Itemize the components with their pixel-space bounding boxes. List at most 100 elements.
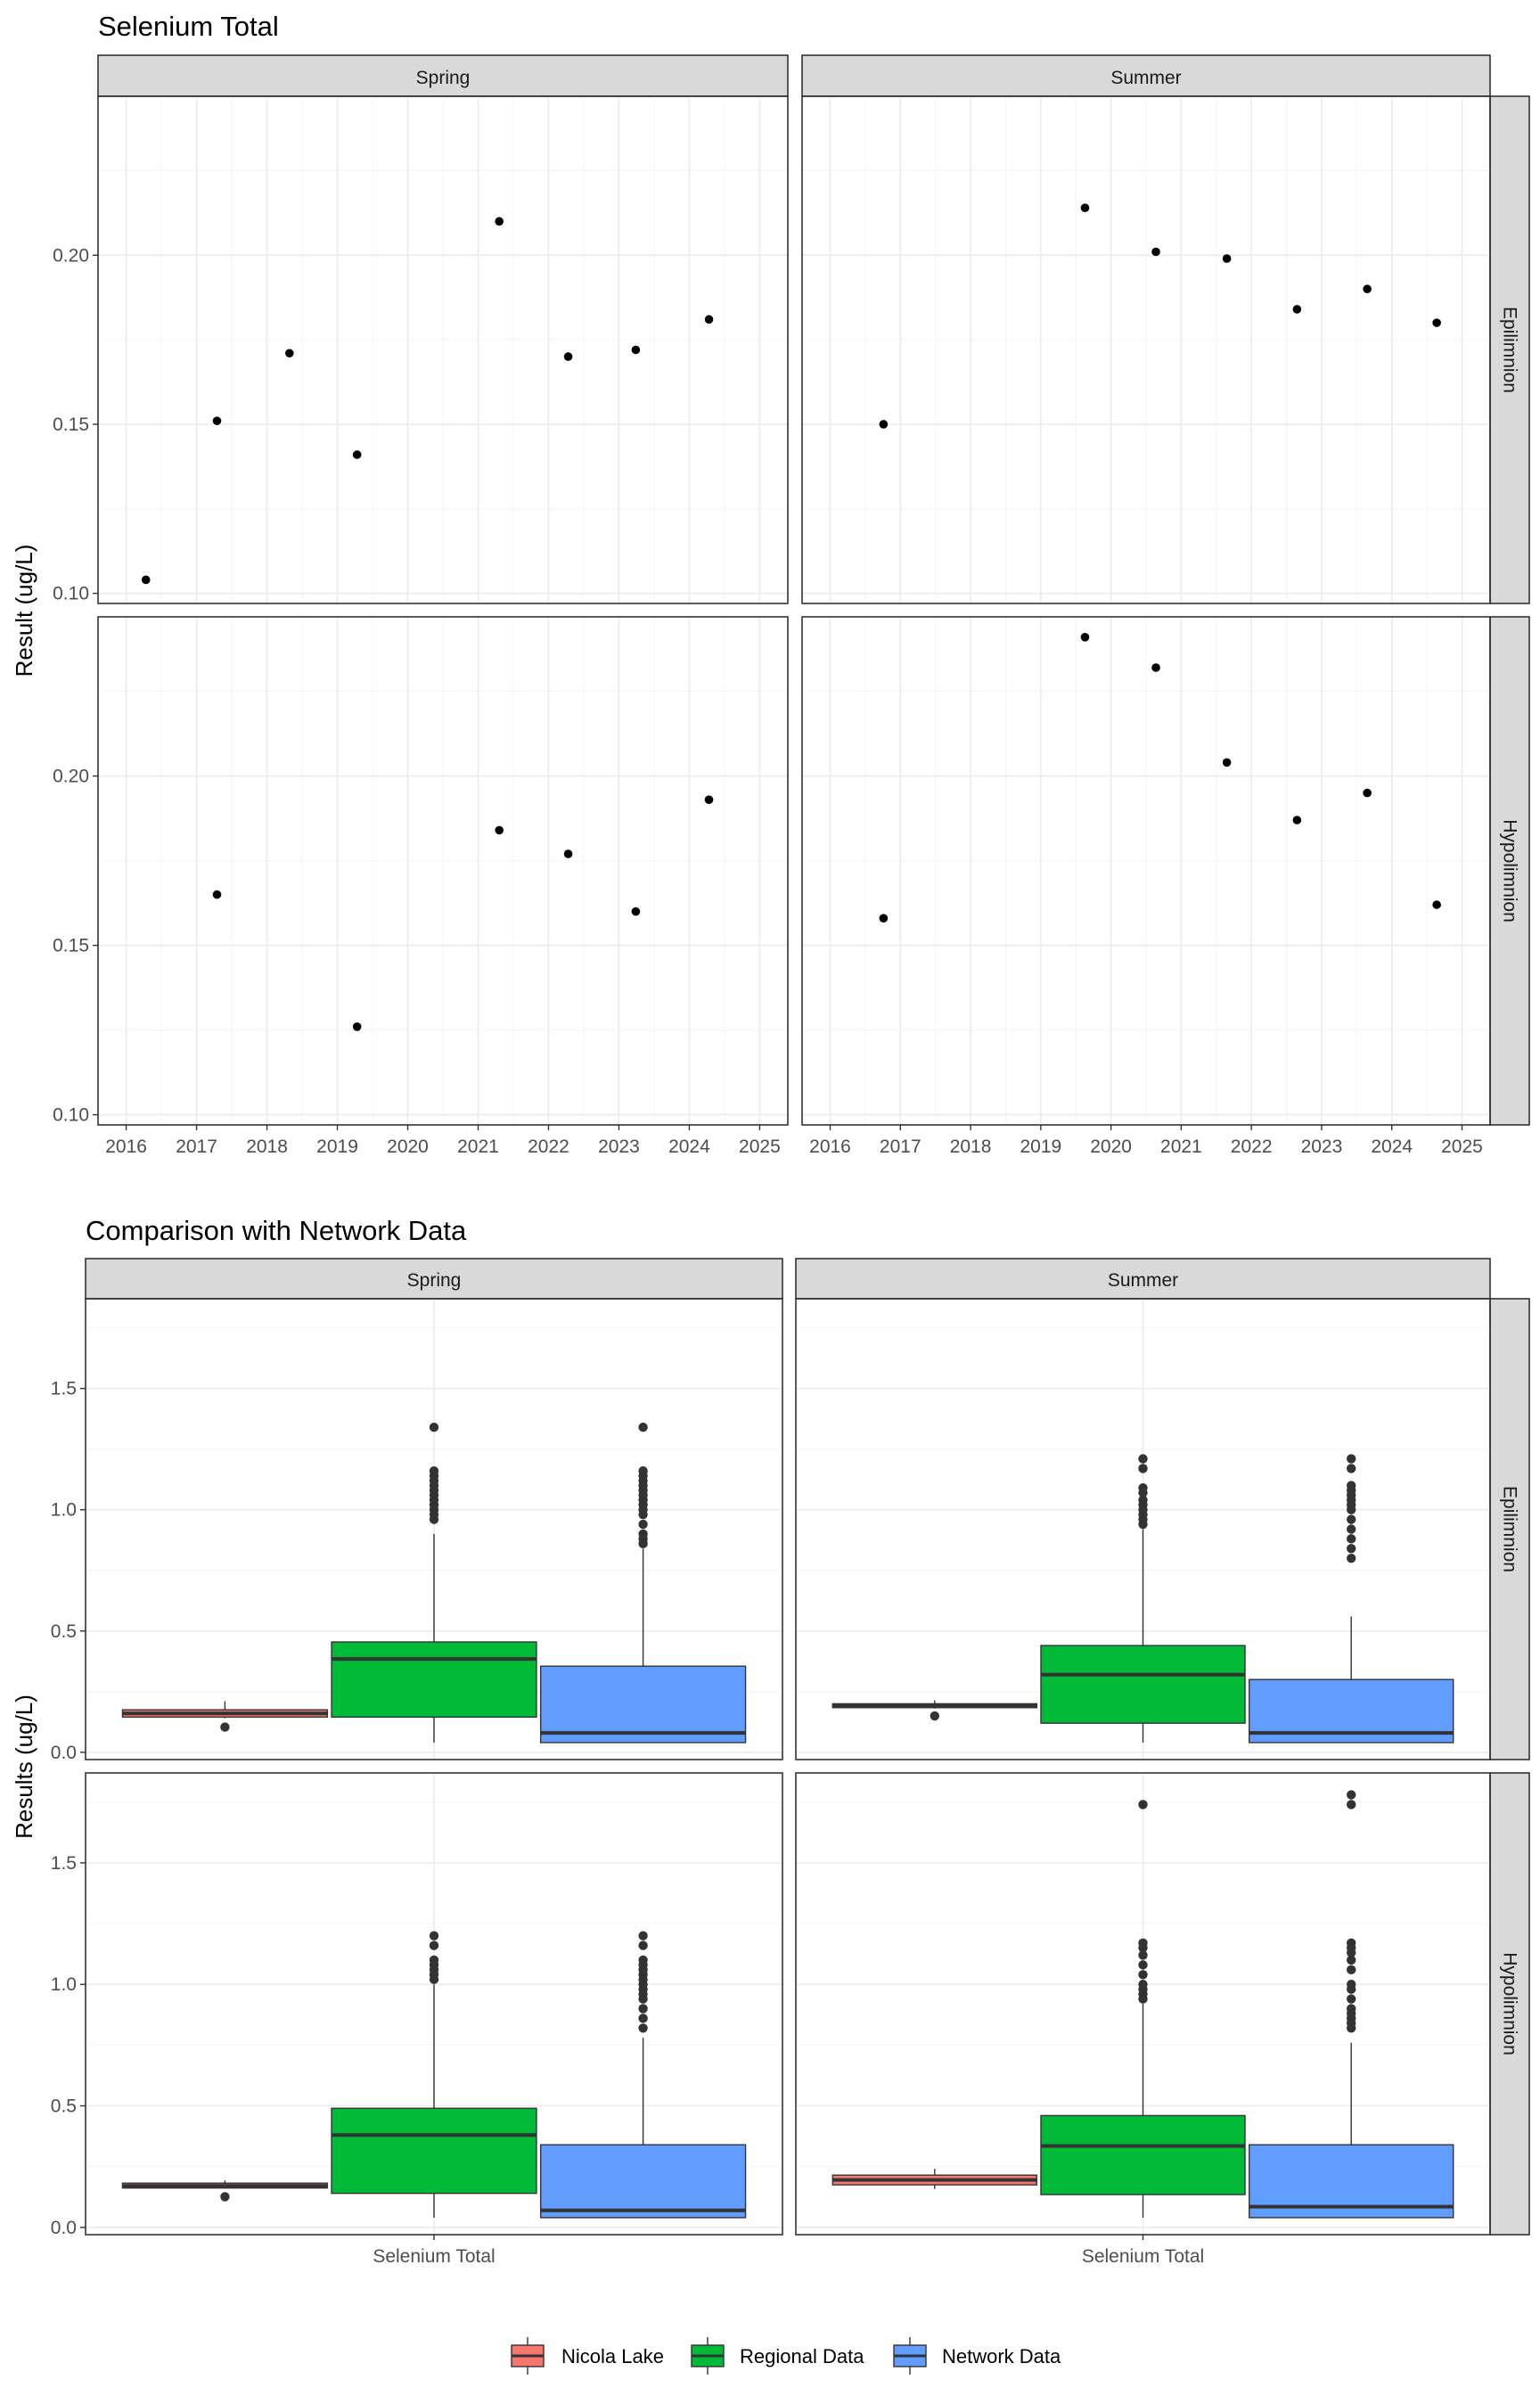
y-tick-label: 0.5 [51,1621,77,1642]
box-body [1040,1645,1246,1724]
data-point [1363,284,1372,294]
data-point [1222,254,1232,263]
x-tick-label: 2025 [739,1136,781,1157]
data-point [1432,900,1441,909]
panel-border [795,1298,1491,1760]
network-comparison-chart: Comparison with Network Data Spring Summe… [11,1215,1530,2375]
outlier-point [429,1955,439,1965]
data-point [1292,305,1302,314]
legend-label-network-data: Network Data [942,2345,1061,2367]
box-body [331,2107,537,2195]
x-tick-label: 2020 [1090,1136,1132,1157]
data-point [212,416,222,425]
facet-strip-label-spring: Spring [407,1270,462,1291]
legend: Nicola Lake Regional Data Network Data [511,2337,1061,2375]
box-body [539,1665,747,1744]
y-tick-label: 0.15 [53,936,89,956]
facet-strip-summer [801,54,1491,97]
data-point [352,450,362,459]
outlier-point [1347,1544,1356,1554]
outlier-point [1138,1800,1148,1809]
box-network-data [539,1423,747,1744]
data-point [1151,663,1160,672]
outlier-point [1138,1960,1148,1970]
outlier-point [638,1955,648,1965]
box-body [1040,2114,1246,2195]
facet-strip-label-summer: Summer [1110,68,1181,88]
outlier-point [1347,1534,1356,1544]
panel-spring-hypolimnion [85,1772,783,2236]
data-point [1432,318,1441,327]
outlier-point [220,1722,230,1732]
outlier-point [429,1931,439,1941]
panel-spring-hypolimnion [97,616,789,1126]
box-nicola-lake [831,2169,1038,2189]
y-axis-title: Result (ug/L) [11,545,37,677]
outlier-point [1138,1454,1148,1464]
data-point [631,907,641,916]
outlier-point [220,2192,230,2202]
panel-border [85,1298,783,1760]
data-point [495,825,504,835]
outlier-point [1138,1938,1148,1949]
box-regional-data [1040,1800,1246,2218]
y-tick-label: 0.15 [53,414,89,435]
x-tick-label: 2018 [950,1136,992,1157]
box-regional-data [1040,1454,1246,1743]
data-point [1363,788,1372,798]
data-point [1151,247,1160,257]
outlier-point [1347,1481,1356,1490]
outlier-point [1347,1938,1356,1949]
x-tick-label: 2024 [668,1136,710,1157]
data-point [495,217,504,226]
outlier-point [638,1529,648,1539]
x-tick-label: 2023 [598,1136,640,1157]
outlier-point [638,2023,648,2033]
x-tick-label: 2021 [457,1136,499,1157]
outlier-point [1347,1454,1356,1464]
facet-strip-label-hypolimnion: Hypolimnion [1499,819,1520,923]
box-nicola-lake [121,1701,329,1732]
outlier-point [638,1465,648,1476]
selenium-total-chart: Selenium Total Spring Summer Epilimnion Hyp… [11,11,1530,1157]
outlier-point [1347,1955,1356,1965]
y-tick-label: 0.0 [51,1743,77,1763]
data-point [212,890,222,899]
outlier-point [638,2014,648,2023]
panel-summer-epilimnion [801,95,1491,604]
y-tick-label: 1.5 [51,1379,77,1399]
outlier-point [429,1423,439,1432]
x-tick-label: 2025 [1441,1136,1483,1157]
panel-summer-epilimnion [795,1298,1491,1760]
outlier-point [1347,1553,1356,1563]
facet-strip-spring [85,1258,783,1300]
outlier-point [1138,1979,1148,1990]
facet-strip-spring [97,54,789,97]
y-tick-label: 0.20 [53,245,89,266]
y-tick-label: 1.0 [51,1500,77,1521]
box-network-data [1248,1790,1454,2219]
legend-label-regional-data: Regional Data [740,2345,864,2367]
facet-strip-hypolimnion [1489,616,1530,1126]
panel-border [97,95,789,604]
outlier-point [1347,1514,1356,1524]
y-tick-label: 1.5 [51,1853,77,1874]
x-tick-label: 2021 [1160,1136,1202,1157]
x-tick-label: 2022 [1231,1136,1273,1157]
data-point [704,795,714,804]
y-tick-label: 1.0 [51,1974,77,1995]
outlier-point [429,1941,439,1950]
box-body [331,1641,537,1719]
box-regional-data [331,1423,537,1743]
outlier-point [1138,1970,1148,1980]
panel-border [97,616,789,1126]
facet-strip-label-summer: Summer [1108,1270,1178,1291]
x-tick-label: 2024 [1371,1136,1413,1157]
outlier-point [429,1465,439,1476]
x-tick-label: 2023 [1301,1136,1343,1157]
y-tick-label: 0.10 [53,584,89,604]
x-tick-label: 2017 [176,1136,217,1157]
outlier-point [638,1941,648,1950]
